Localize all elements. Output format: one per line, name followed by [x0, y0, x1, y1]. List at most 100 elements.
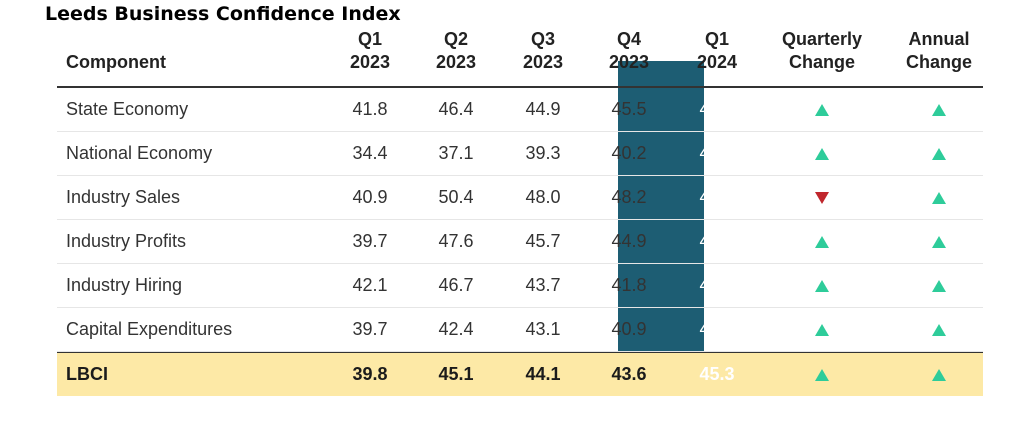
value-cell-q4-2023: 41.8 [611, 275, 647, 295]
value-cell-q4-2023: 40.2 [611, 143, 647, 163]
quarterly-change-up-arrow-icon [802, 220, 842, 263]
quarterly-change-up-arrow-icon [802, 88, 842, 131]
table-row: National Economy 34.4 37.1 39.3 40.2 45.2 [57, 132, 983, 176]
up-triangle [815, 368, 829, 381]
value-cell-q1-2023: 39.7 [352, 319, 388, 339]
value-cell-q2-2023: 47.6 [438, 231, 474, 251]
column-header-line: Quarterly [781, 29, 863, 49]
value-cell-q2-2023: 46.4 [438, 99, 474, 119]
component-label: LBCI [66, 364, 108, 384]
table-row: Capital Expenditures 39.7 42.4 43.1 40.9 43.2 [57, 308, 983, 352]
column-header-quarterly-change: Quarterly Change [767, 28, 877, 74]
up-triangle [815, 235, 829, 248]
component-label: Industry Sales [66, 187, 181, 207]
annual-change-up-arrow-icon [919, 308, 959, 351]
up-triangle [815, 103, 829, 116]
value-cell-q3-2023: 48.0 [525, 187, 561, 207]
table-header-row: Component Q1 2023 Q2 2023 Q3 2023 Q4 2023 Q1 2024 Q… [57, 26, 983, 88]
highlighted-column-background [618, 61, 704, 367]
table-body: State Economy 41.8 46.4 44.9 45.5 47.2 Nationa… [57, 88, 983, 396]
annual-change-up-arrow-icon [919, 353, 959, 396]
up-triangle [932, 147, 946, 160]
up-triangle [815, 279, 829, 292]
column-header-q4-2023: Q4 2023 [574, 28, 684, 74]
column-header-line: Q4 [616, 29, 641, 49]
annual-change-up-arrow-icon [919, 132, 959, 175]
column-header-q3-2023: Q3 2023 [488, 28, 598, 74]
up-triangle [932, 103, 946, 116]
value-cell-q2-2023: 50.4 [438, 187, 474, 207]
quarterly-change-up-arrow-icon [802, 353, 842, 396]
value-cell-q1-2023: 40.9 [352, 187, 388, 207]
confidence-index-table: Component Q1 2023 Q2 2023 Q3 2023 Q4 2023 Q1 2024 Q… [57, 26, 983, 396]
value-cell-q1-2024: 44.8 [699, 275, 735, 295]
component-label: Capital Expenditures [66, 319, 233, 339]
value-cell-q4-2023: 44.9 [611, 231, 647, 251]
up-triangle [932, 368, 946, 381]
quarterly-change-down-arrow-icon [802, 176, 842, 219]
column-header-q2-2023: Q2 2023 [401, 28, 511, 74]
column-header-line: Change [905, 52, 972, 72]
component-label: National Economy [66, 143, 213, 163]
value-cell-q1-2024: 46.0 [699, 187, 735, 207]
column-header-q1-2024: Q1 2024 [662, 28, 772, 74]
page-title: Leeds Business Confidence Index [45, 3, 401, 25]
total-row: LBCI 39.8 45.1 44.1 43.6 45.3 [57, 352, 983, 396]
annual-change-up-arrow-icon [919, 220, 959, 263]
value-cell-q1-2023: 42.1 [352, 275, 388, 295]
table-row: State Economy 41.8 46.4 44.9 45.5 47.2 [57, 88, 983, 132]
column-header-line: 2023 [435, 52, 477, 72]
column-header-line: Q1 [357, 29, 382, 49]
value-cell-q4-2023: 40.9 [611, 319, 647, 339]
value-cell-q1-2023: 34.4 [352, 143, 388, 163]
column-header-q1-2023: Q1 2023 [315, 28, 425, 74]
component-label: Industry Hiring [66, 275, 183, 295]
up-triangle [932, 323, 946, 336]
table-row: Industry Sales 40.9 50.4 48.0 48.2 46.0 [57, 176, 983, 220]
annual-change-up-arrow-icon [919, 264, 959, 307]
component-label: Industry Profits [66, 231, 187, 251]
up-triangle [932, 191, 946, 204]
up-triangle [932, 279, 946, 292]
column-header-annual-change: Annual Change [884, 28, 994, 74]
value-cell-q3-2023: 43.7 [525, 275, 561, 295]
value-cell-q3-2023: 39.3 [525, 143, 561, 163]
table-row: Industry Profits 39.7 47.6 45.7 44.9 45.4 [57, 220, 983, 264]
value-cell-q2-2023: 46.7 [438, 275, 474, 295]
column-header-line: 2023 [349, 52, 391, 72]
up-triangle [815, 323, 829, 336]
up-triangle [815, 147, 829, 160]
value-cell-q1-2024: 47.2 [699, 99, 735, 119]
table-row: Industry Hiring 42.1 46.7 43.7 41.8 44.8 [57, 264, 983, 308]
column-header-line: Q1 [704, 29, 729, 49]
value-cell-q3-2023: 43.1 [525, 319, 561, 339]
column-header-line: Q3 [530, 29, 555, 49]
value-cell-q1-2024: 43.2 [699, 319, 735, 339]
column-header-component: Component [66, 51, 166, 74]
value-cell-q1-2023: 41.8 [352, 99, 388, 119]
value-cell-q2-2023: 45.1 [438, 364, 474, 384]
value-cell-q4-2023: 48.2 [611, 187, 647, 207]
value-cell-q2-2023: 37.1 [438, 143, 474, 163]
annual-change-up-arrow-icon [919, 88, 959, 131]
value-cell-q1-2024: 45.2 [699, 143, 735, 163]
column-header-line: 2024 [696, 52, 738, 72]
value-cell-q4-2023: 45.5 [611, 99, 647, 119]
value-cell-q2-2023: 42.4 [438, 319, 474, 339]
value-cell-q1-2023: 39.8 [352, 364, 388, 384]
column-header-line: Change [788, 52, 855, 72]
value-cell-q1-2023: 39.7 [352, 231, 388, 251]
up-triangle [932, 235, 946, 248]
value-cell-q3-2023: 44.9 [525, 99, 561, 119]
column-header-line: Q2 [443, 29, 468, 49]
value-cell-q3-2023: 44.1 [525, 364, 561, 384]
quarterly-change-up-arrow-icon [802, 132, 842, 175]
column-header-line: 2023 [608, 52, 650, 72]
quarterly-change-up-arrow-icon [802, 308, 842, 351]
column-header-line: Component [66, 52, 166, 72]
down-triangle [815, 191, 829, 204]
value-cell-q1-2024: 45.4 [699, 231, 735, 251]
component-label: State Economy [66, 99, 189, 119]
annual-change-up-arrow-icon [919, 176, 959, 219]
value-cell-q4-2023: 43.6 [611, 364, 647, 384]
